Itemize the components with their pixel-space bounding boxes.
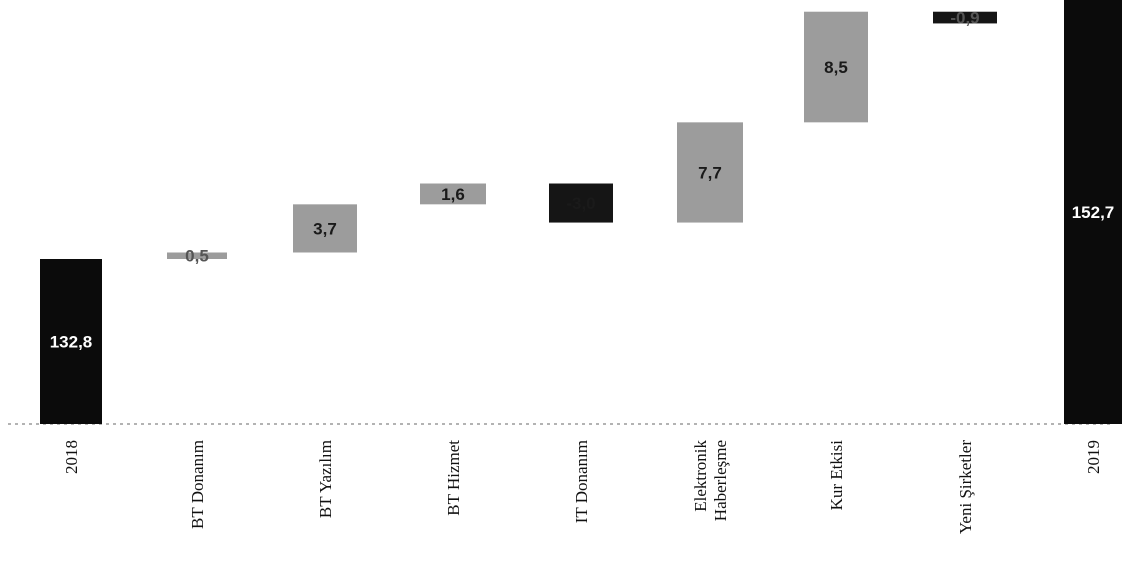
labels-group: 132,8 2018 0,5 BT Donanım 3,7 BT Yazılım 1,6 BT… [50,9,1115,535]
category-label-2: BT Yazılım [316,440,335,518]
value-label-3: 1,6 [441,185,465,204]
value-label-7: -0,9 [950,9,979,28]
bar-6 [804,11,868,123]
bar-7 [933,11,997,24]
category-label-4: IT Donanım [572,440,591,523]
value-label-8: 152,7 [1072,203,1115,222]
value-label-5: 7,7 [698,163,722,182]
value-label-6: 8,5 [824,58,848,77]
category-label-3: BT Hizmet [444,440,463,516]
bars-group [40,0,1122,424]
category-label-5-line-1: Haberleşme [711,440,730,521]
bar-8 [1064,0,1122,424]
value-label-4: -3,0 [566,194,595,213]
value-label-0: 132,8 [50,333,93,352]
bar-0 [40,259,102,424]
bar-2 [293,204,357,253]
category-label-1: BT Donanım [188,440,207,529]
value-label-1: 0,5 [185,247,209,266]
bar-3 [420,183,486,205]
bar-1 [167,252,227,259]
category-label-6: Kur Etkisi [827,440,846,511]
category-label-0: 2018 [62,440,81,474]
category-label-7: Yeni Şirketler [956,440,975,534]
category-label-8: 2019 [1084,440,1103,474]
value-label-2: 3,7 [313,219,337,238]
bar-4 [549,183,613,223]
bar-5 [677,122,743,223]
category-label-5-line-0: Elektronik [691,440,710,512]
